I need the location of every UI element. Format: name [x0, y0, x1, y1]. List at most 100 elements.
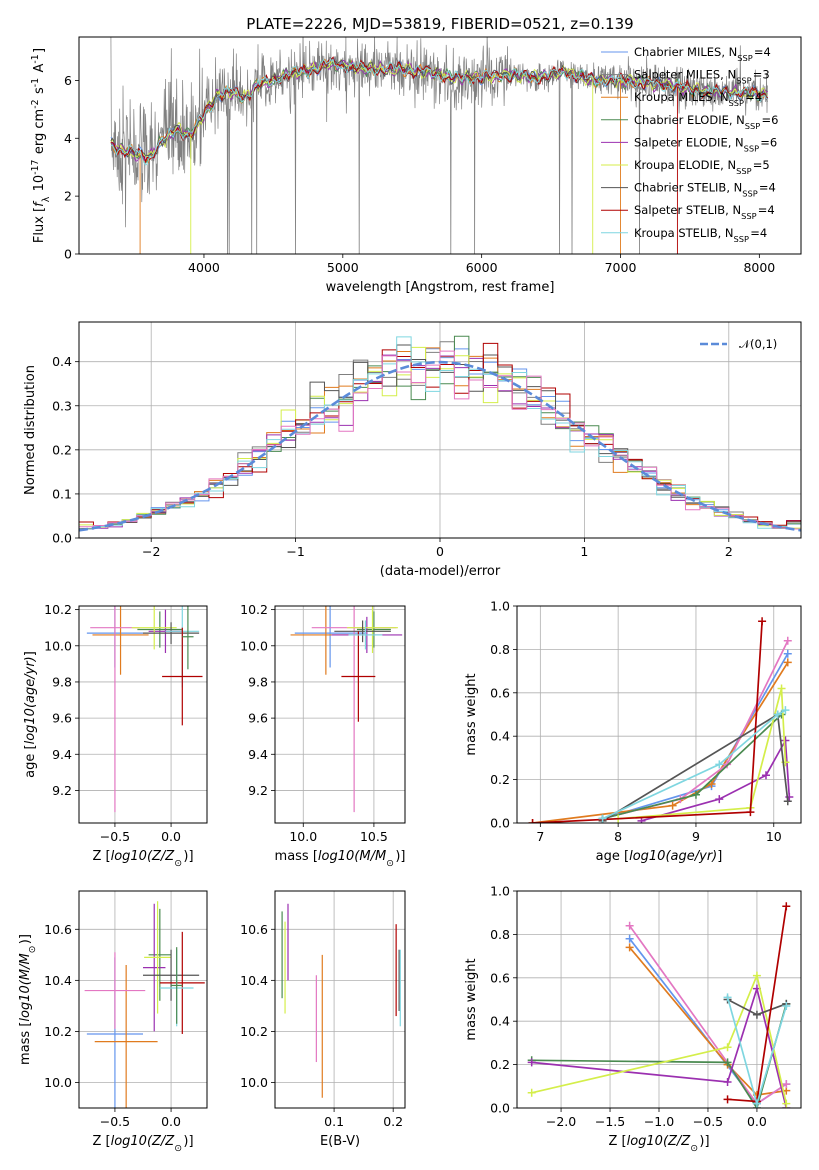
weight-marker	[625, 934, 634, 943]
y-tick-label: 0.4	[490, 1014, 510, 1029]
weight-marker	[773, 710, 782, 719]
x-tick-label: 6000	[466, 260, 498, 275]
weight-line	[531, 972, 788, 1104]
weight-line	[618, 688, 787, 820]
x-tick-label: 4000	[188, 260, 220, 275]
x-tick-label: 10.5	[360, 829, 388, 844]
x-tick-label: −2	[142, 544, 160, 559]
y-tick-label: 10.6	[240, 922, 268, 937]
gridlines	[275, 891, 405, 1108]
x-tick-label: 2	[725, 544, 733, 559]
x-tick-label: 1	[580, 544, 588, 559]
plot-residuals: −2 −1 0 1 2 0.0 0.1 0.2 0.3 0.4 (data-model)/error…	[23, 321, 802, 579]
weight-marker	[783, 649, 792, 658]
weight-marker	[723, 1077, 732, 1086]
weight-marker	[598, 814, 607, 823]
y-axis-label: age [log10(age/yr)]	[23, 651, 38, 778]
y-tick-label: 0.2	[490, 772, 510, 787]
y-tick-label: 0.3	[52, 398, 72, 413]
y-tick-label: 10.0	[240, 638, 268, 653]
model-line-kroupa-stelib	[110, 57, 768, 166]
y-tick-label: 0.4	[490, 729, 510, 744]
weight-marker	[715, 795, 724, 804]
x-tick-label: −1.0	[644, 1114, 674, 1129]
y-tick-label: 9.6	[248, 711, 268, 726]
x-tick-label: 7000	[605, 260, 637, 275]
axes-frame	[516, 605, 802, 824]
plot-area	[110, 37, 769, 254]
x-tick-label: 10	[766, 829, 782, 844]
y-tick-label: 0.8	[490, 927, 510, 942]
gridlines	[517, 605, 801, 824]
weight-marker	[782, 902, 791, 911]
y-tick-label: 0.0	[490, 816, 510, 831]
weight-marker	[691, 790, 700, 799]
y-tick-label: 0	[64, 247, 72, 262]
weight-marker	[781, 706, 790, 715]
y-tick-label: 9.2	[52, 783, 72, 798]
x-tick-label: 8	[614, 829, 622, 844]
y-axis-label: mass [log10(M/M⊙ )]	[18, 934, 38, 1065]
x-axis-label: (data-model)/error	[380, 564, 501, 579]
weight-marker	[527, 1088, 536, 1097]
x-tick-label: −2.0	[546, 1114, 576, 1129]
weight-marker	[723, 1095, 732, 1104]
plot-mass-vs-Z: −0.5 0.0 10.0 10.2 10.4 10.6 Z [log10(Z/Z⊙ )] m…	[18, 890, 208, 1154]
y-tick-label: 0.6	[490, 970, 510, 985]
y-tick-label: 0.6	[490, 685, 510, 700]
weight-marker	[715, 760, 724, 769]
y-tick-label: 0.0	[52, 531, 72, 546]
axes-frame	[78, 36, 802, 255]
y-tick-label: 9.6	[52, 711, 72, 726]
weight-marker	[782, 1099, 791, 1108]
y-tick-label: 10.6	[44, 922, 72, 937]
weight-marker	[752, 971, 761, 980]
y-tick-label: 10.0	[240, 1075, 268, 1090]
x-tick-label: 5000	[327, 260, 359, 275]
legend-label: Salpeter STELIB, NSSP =4	[634, 203, 775, 221]
y-axis-label: mass weight	[464, 673, 479, 755]
y-tick-label: 1.0	[490, 884, 510, 899]
model-line-chabrier-stelib	[110, 58, 769, 158]
legend-label: 𝒩(0,1)	[739, 337, 777, 351]
weight-marker	[761, 771, 770, 780]
x-axis-label: Z [log10(Z/Z⊙ )]	[608, 1134, 709, 1154]
x-axis-label: E(B-V)	[320, 1134, 360, 1149]
y-axis-label: Normed distribution	[23, 365, 38, 495]
weight-marker	[783, 797, 792, 806]
weight-line	[531, 985, 788, 1108]
x-tick-label: −1	[286, 544, 304, 559]
plot-weight-vs-Z: −2.0 −1.5 −1.0 −0.5 0.0 0.0 0.2 0.4 0.6 0.8 1.0 Z […	[464, 884, 802, 1154]
weight-marker	[668, 801, 677, 810]
x-axis-label: age [log10(age/yr)]	[596, 849, 723, 864]
y-tick-label: 0.1	[52, 486, 72, 501]
y-tick-label: 9.4	[52, 747, 72, 762]
weight-marker	[625, 921, 634, 930]
y-tick-label: 1.0	[490, 599, 510, 614]
x-tick-label: 8000	[743, 260, 775, 275]
x-tick-label: −0.5	[693, 1114, 723, 1129]
weight-marker	[782, 1002, 791, 1011]
data-spectrum-line	[110, 37, 768, 254]
weight-marker	[527, 1058, 536, 1067]
y-tick-label: 2	[64, 189, 72, 204]
x-tick-label: 0.0	[747, 1114, 767, 1129]
x-axis-label: Z [log10(Z/Z⊙ )]	[92, 849, 193, 869]
y-tick-label: 6	[64, 73, 72, 88]
plot-area	[84, 901, 205, 1108]
weight-marker	[752, 1099, 761, 1108]
histogram-kroupa-stelib	[79, 336, 801, 530]
model-line-salpeter-stelib	[110, 56, 769, 164]
weight-marker	[758, 617, 767, 626]
plot-age-vs-Z: −0.5 0.0 9.2 9.4 9.6 9.8 10.0 10.2 Z [log10(Z/Z⊙…	[23, 602, 208, 869]
x-tick-label: 7	[536, 829, 544, 844]
y-tick-label: 10.2	[44, 1024, 72, 1039]
plot-spectrum: 4000 5000 6000 7000 8000 0 2 4 6 wavelength [Angs…	[30, 36, 802, 295]
y-tick-label: 10.2	[240, 602, 268, 617]
y-tick-label: 10.4	[240, 973, 268, 988]
legend-label: Chabrier ELODIE, NSSP =6	[634, 113, 778, 131]
axes-frame	[78, 321, 802, 539]
y-tick-label: 10.4	[44, 973, 72, 988]
weight-marker	[723, 993, 732, 1002]
x-tick-label: 0.0	[161, 829, 181, 844]
